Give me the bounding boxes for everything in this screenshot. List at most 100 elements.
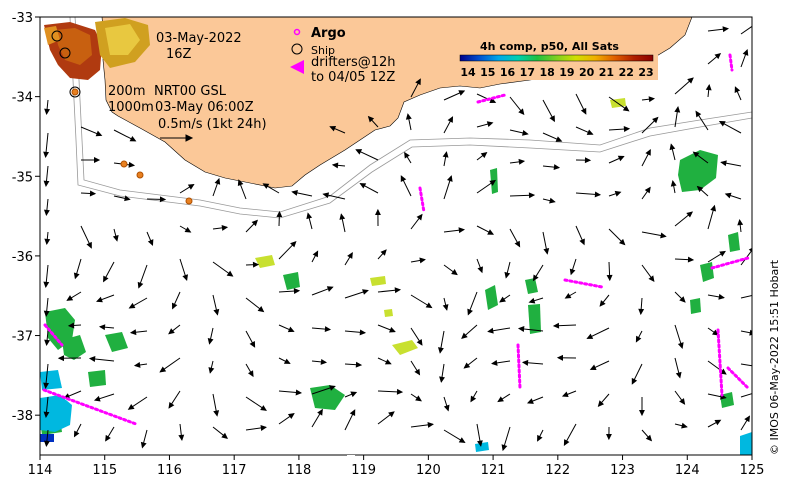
- current-vector-head: [569, 268, 576, 276]
- current-vector-head: [237, 179, 244, 187]
- current-vector-head: [405, 113, 412, 120]
- current-vector-head: [252, 261, 260, 268]
- current-vector-head: [260, 405, 267, 411]
- current-vector-head: [98, 324, 106, 331]
- colorbar-label: 19: [559, 66, 574, 79]
- current-vector-head: [380, 249, 387, 256]
- current-vector-head: [396, 388, 404, 395]
- current-vector-head: [349, 409, 356, 416]
- current-vector-head: [427, 421, 434, 428]
- current-vector-head: [463, 362, 471, 369]
- current-vector-head: [359, 329, 367, 336]
- current-vector-head: [442, 151, 449, 158]
- current-vector-head: [589, 364, 597, 371]
- current-vector-head: [326, 286, 334, 292]
- current-vector-head: [737, 218, 744, 226]
- y-tick-label: -34: [12, 91, 33, 106]
- current-vector-head: [710, 204, 717, 212]
- current-vector-head: [652, 116, 659, 124]
- current-vector-head: [93, 395, 101, 402]
- current-vector-head: [43, 151, 50, 159]
- current-vector-head: [73, 272, 80, 280]
- current-vector-head: [359, 183, 367, 189]
- current-vector-head: [501, 444, 508, 452]
- current-vector-head: [549, 115, 555, 123]
- current-vector: [740, 294, 752, 299]
- current-vector-head: [744, 415, 751, 423]
- current-vector-head: [283, 358, 291, 364]
- current-vector-head: [44, 339, 51, 347]
- current-vector-head: [679, 296, 686, 303]
- current-vector-head: [388, 411, 395, 418]
- current-vector-head: [415, 78, 421, 86]
- current-vector-head: [384, 359, 392, 365]
- current-vector-head: [755, 390, 760, 394]
- current-vector-head: [719, 250, 726, 257]
- current-vector-head: [214, 177, 221, 185]
- current-vector-head: [43, 209, 50, 217]
- current-vector-head: [375, 208, 381, 215]
- current-vector-head: [677, 342, 684, 349]
- current-vector-head: [489, 179, 497, 186]
- current-vector-head: [556, 354, 563, 361]
- colorbar-label: 20: [579, 66, 595, 79]
- current-vector-head: [586, 129, 594, 135]
- x-tick-label: 116: [157, 463, 182, 478]
- current-vector-head: [159, 366, 167, 373]
- current-vector-head: [712, 329, 719, 336]
- current-vector-head: [679, 398, 686, 405]
- current-vector-head: [88, 356, 96, 362]
- current-vector-head: [446, 175, 453, 182]
- current-vector-head: [168, 328, 175, 335]
- current-vector-head: [521, 359, 529, 366]
- drifter-legend-line1: drifters@12h: [311, 55, 396, 70]
- current-vector-head: [561, 391, 569, 398]
- colorbar-title: 4h comp, p50, All Sats: [480, 40, 619, 53]
- y-tick-label: -37: [12, 330, 33, 345]
- current-vector-head: [287, 326, 295, 333]
- current-vector-head: [257, 306, 265, 313]
- current-vector: [740, 330, 752, 334]
- colorbar-label: 15: [480, 66, 495, 79]
- current-vector-head: [606, 434, 612, 441]
- current-vector-head: [660, 232, 667, 239]
- current-vector-head: [742, 49, 749, 56]
- current-vector-head: [527, 398, 534, 404]
- current-vector-head: [443, 404, 450, 412]
- current-vector-head: [66, 295, 74, 301]
- current-vector-head: [404, 151, 410, 159]
- current-vector-head: [669, 143, 676, 151]
- sst-cyan-patches: [40, 370, 752, 455]
- current-vector-head: [320, 358, 328, 365]
- current-vector-head: [94, 156, 101, 164]
- credit-label: © IMOS 06-May-2022 15:51 Hobart: [768, 259, 781, 455]
- y-tick-label: -38: [12, 409, 33, 424]
- current-vector-head: [187, 183, 195, 190]
- current-vector-head: [439, 376, 445, 383]
- current-vector-head: [514, 240, 521, 248]
- argo-legend-icon: [293, 28, 301, 36]
- current-vector-head: [461, 332, 468, 339]
- current-vector-head: [128, 302, 136, 309]
- scale-arrow: [160, 134, 194, 142]
- current-vector-head: [543, 248, 550, 255]
- current-vector: [740, 393, 752, 398]
- x-axis: 114 115 116 117 118 119 120 121 122 123 124 125: [28, 455, 764, 478]
- current-vector-head: [329, 385, 336, 391]
- y-tick-label: -36: [12, 250, 33, 265]
- current-vector-head: [437, 347, 444, 354]
- current-vector-head: [638, 308, 645, 316]
- current-vector-head: [171, 302, 178, 310]
- current-vector-head: [718, 120, 726, 127]
- current-vector-head: [537, 434, 543, 442]
- current-vector-head: [416, 338, 423, 346]
- current-vector-head: [226, 270, 234, 277]
- current-vector-head: [734, 86, 741, 93]
- current-vector-head: [293, 288, 301, 295]
- current-vector-head: [564, 292, 572, 299]
- current-vector-head: [480, 152, 488, 159]
- current-vector-head: [44, 238, 51, 246]
- current-vector-head: [486, 121, 494, 128]
- x-tick-label: 118: [286, 463, 311, 478]
- current-vector-head: [555, 136, 563, 142]
